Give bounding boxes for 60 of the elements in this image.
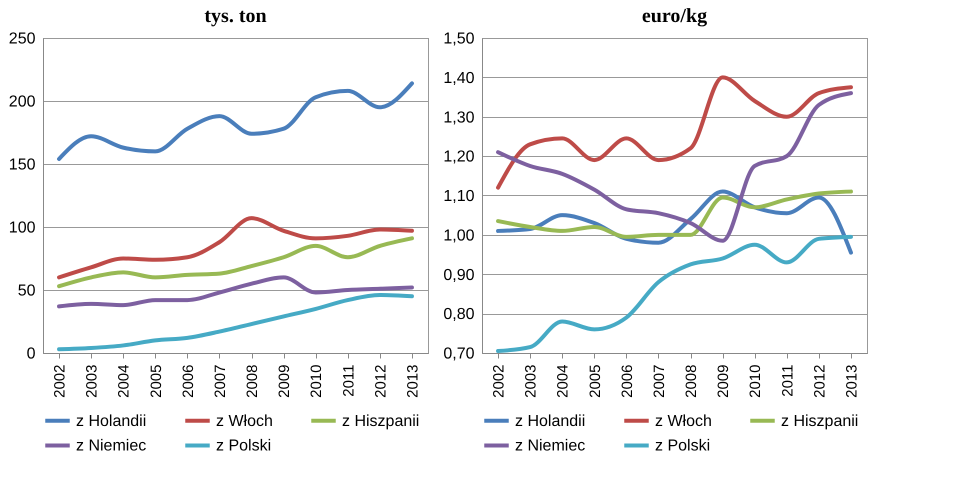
x-tick-label: 2013: [404, 364, 422, 398]
x-tick-label: 2002: [490, 364, 508, 398]
x-tick-label: 2011: [340, 364, 358, 397]
legend-label: z Holandii: [515, 412, 586, 430]
y-tick-label: 1,10: [443, 188, 475, 205]
x-tick-label: 2006: [618, 364, 636, 398]
x-tick-label: 2007: [212, 364, 229, 398]
x-tick-label: 2004: [116, 364, 133, 398]
x-tick-label: 2005: [586, 364, 604, 398]
x-tick-label: 2009: [715, 364, 732, 398]
legend-label: z Hiszpanii: [342, 412, 420, 430]
y-tick-label: 0: [26, 346, 36, 362]
x-tick-label: 2009: [276, 364, 294, 398]
x-tick-label: 2013: [843, 364, 860, 398]
x-tick-label: 2008: [683, 364, 700, 398]
y-tick-label: 1,20: [443, 148, 475, 166]
chart-title: tys. ton: [204, 5, 267, 27]
line-series: [496, 75, 853, 190]
x-tick-label: 2010: [308, 364, 326, 398]
x-tick-label: 2012: [811, 364, 828, 398]
legend-label: z Polski: [655, 438, 710, 454]
x-tick-label: 2010: [747, 364, 764, 398]
legend-label: z Włoch: [216, 412, 273, 430]
y-tick-label: 50: [18, 282, 36, 300]
y-tick-label: 1,50: [443, 30, 475, 48]
x-tick-label: 2008: [244, 364, 262, 398]
legend-label: z Holandii: [76, 412, 146, 430]
y-tick-label: 1,30: [443, 109, 475, 126]
line-series: [57, 275, 414, 308]
line-series: [496, 91, 853, 243]
x-tick-label: 2007: [650, 364, 668, 398]
x-tick-label: 2002: [52, 364, 69, 398]
line-series: [496, 190, 853, 239]
line-series: [57, 81, 414, 161]
legend-label: z Niemiec: [515, 438, 586, 454]
x-tick-label: 2004: [554, 364, 572, 398]
legend-label: z Włoch: [655, 412, 712, 430]
legend-label: z Hiszpanii: [781, 412, 858, 430]
legend-label: z Niemiec: [76, 438, 146, 454]
x-tick-label: 2006: [180, 364, 197, 398]
line-series: [57, 216, 414, 280]
x-tick-label: 2003: [522, 364, 540, 398]
y-tick-label: 0,90: [443, 266, 475, 284]
line-series: [57, 236, 414, 288]
y-tick-label: 200: [8, 94, 36, 110]
y-tick-label: 1,00: [443, 227, 475, 244]
y-tick-label: 0,70: [443, 346, 475, 362]
x-tick-label: 2005: [148, 364, 165, 398]
legend-label: z Polski: [216, 438, 272, 454]
line-series: [496, 234, 853, 354]
y-tick-label: 100: [8, 220, 36, 236]
line-series: [57, 293, 414, 352]
chart-title: euro/kg: [642, 5, 708, 27]
x-tick-label: 2011: [779, 364, 796, 397]
y-tick-label: 0,80: [443, 306, 475, 324]
y-tick-label: 1,40: [443, 70, 475, 87]
y-tick-label: 150: [8, 156, 36, 174]
x-tick-label: 2003: [84, 364, 101, 398]
y-tick-label: 250: [8, 30, 36, 48]
x-tick-label: 2012: [372, 364, 390, 398]
